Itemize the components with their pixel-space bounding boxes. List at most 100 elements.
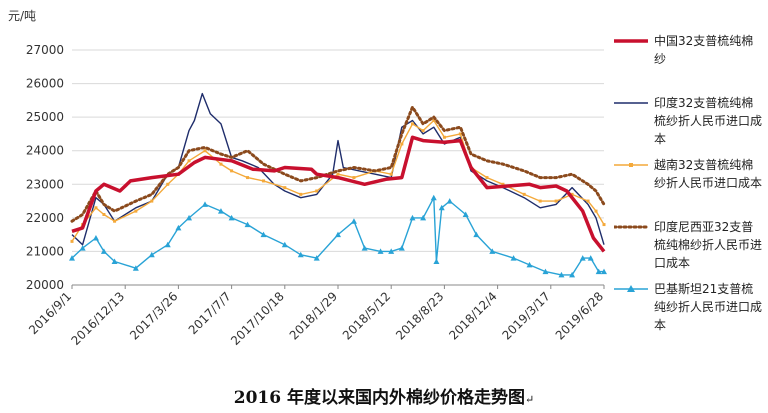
series-point-4 [558, 271, 565, 278]
legend-item-pakistan: 巴基斯坦21支普梳纯纱折人民币进口成本 [614, 280, 766, 342]
x-tick-label: 2017/3/26 [127, 289, 180, 342]
legend-swatch-vietnam [614, 163, 648, 167]
series-point-4 [244, 221, 251, 228]
series-point-4 [228, 214, 235, 221]
series-point-2 [501, 182, 505, 186]
series-point-4 [313, 255, 320, 261]
series-point-4 [69, 255, 75, 261]
legend-label-indonesia: 印度尼西亚32支普梳纯棉纱折人民币进口成本 [654, 220, 763, 270]
series-point-4 [164, 241, 171, 248]
legend-swatch-china [614, 39, 648, 43]
series-point-4 [281, 241, 288, 248]
legend-swatch-indonesia [614, 225, 650, 229]
series-point-4 [542, 268, 549, 275]
series-point-2 [230, 169, 234, 173]
series-point-4 [489, 248, 496, 254]
series-point-4 [569, 271, 576, 278]
x-tick-label: 2018/1/29 [287, 289, 340, 342]
legend-item-indonesia: 印度尼西亚32支普梳纯棉纱折人民币进口成本 [614, 218, 766, 280]
x-tick-label: 2016/12/13 [69, 289, 128, 348]
x-tick-label: 2019/6/28 [553, 289, 606, 342]
series-point-2 [70, 239, 74, 243]
series-point-4 [100, 248, 107, 254]
series-point-2 [586, 199, 590, 203]
series-point-4 [398, 245, 405, 251]
y-tick-label: 25000 [26, 110, 64, 124]
series-point-4 [260, 231, 267, 238]
x-tick-label: 2019/3/17 [500, 289, 553, 342]
legend-swatch-pakistan [614, 285, 648, 292]
legend-swatch-india [614, 102, 648, 104]
series-point-4 [526, 261, 533, 268]
series-point-2 [187, 159, 191, 163]
chart-caption: 2016 年度以来国内外棉纱价格走势图↵ [0, 383, 768, 408]
series-point-2 [432, 119, 436, 122]
series-line-2 [71, 119, 605, 242]
series-point-2 [442, 135, 446, 139]
series-point-2 [538, 199, 542, 203]
series-point-4 [175, 224, 182, 231]
series-point-4 [202, 201, 208, 207]
series-point-2 [102, 213, 106, 216]
series-point-4 [430, 194, 437, 201]
series-point-2 [246, 176, 250, 180]
y-tick-label: 27000 [26, 43, 64, 57]
y-axis-unit-label: 元/吨 [8, 9, 36, 23]
series-point-2 [166, 182, 170, 186]
y-tick-label: 23000 [26, 177, 64, 191]
series-point-2 [602, 223, 606, 227]
x-tick-label: 2018/12/4 [446, 289, 499, 342]
series-point-4 [350, 218, 357, 224]
series-point-2 [522, 192, 526, 196]
y-tick-label: 20000 [26, 278, 64, 292]
series-point-4 [79, 245, 86, 251]
series-point-2 [203, 149, 207, 153]
legend-item-china: 中国32支普梳纯棉纱 [614, 32, 766, 94]
y-gridlines [72, 49, 604, 286]
series-point-4 [148, 251, 155, 258]
legend-label-china: 中国32支普梳纯棉纱 [654, 34, 754, 66]
y-tick-labels: 20000 21000 22000 23000 24000 25000 26000 27000 [26, 43, 64, 292]
x-tick-label: 2017/10/18 [228, 289, 287, 348]
x-axis [71, 284, 605, 289]
series-point-4 [388, 248, 395, 254]
series-point-4 [217, 208, 224, 214]
legend-item-vietnam: 越南32支普梳纯棉纱折人民币进口成本 [614, 156, 766, 218]
series-point-4 [601, 268, 607, 275]
series-point-2 [150, 199, 154, 203]
series-point-4 [473, 231, 480, 238]
series-point-2 [485, 176, 489, 180]
series-point-4 [420, 214, 427, 221]
series-point-2 [352, 176, 356, 180]
series-point-4 [361, 245, 368, 251]
series-line-0 [71, 135, 606, 253]
series-point-2 [400, 142, 404, 146]
y-tick-label: 26000 [26, 77, 64, 91]
series-point-2 [134, 209, 138, 213]
series-point-2 [262, 179, 266, 183]
series-point-2 [570, 192, 574, 196]
y-tick-label: 24000 [26, 144, 64, 158]
series-point-2 [113, 219, 117, 223]
series-point-2 [283, 186, 287, 190]
series-point-4 [111, 258, 118, 264]
caption-return-mark: ↵ [525, 393, 535, 406]
series-point-2 [299, 192, 303, 196]
series-line-3 [70, 105, 606, 223]
y-tick-label: 21000 [26, 244, 64, 258]
series-point-4 [377, 248, 384, 254]
series-line-4 [71, 197, 604, 276]
series-point-2 [421, 129, 425, 133]
legend-label-vietnam: 越南32支普梳纯棉纱折人民币进口成本 [654, 158, 763, 190]
series-point-4 [409, 214, 416, 221]
x-tick-label: 2017/7/7 [186, 289, 234, 337]
series-point-2 [594, 209, 598, 213]
y-tick-label: 22000 [26, 211, 64, 225]
series-point-4 [438, 204, 445, 211]
series-point-4 [579, 255, 586, 261]
series-lines [69, 92, 607, 278]
series-point-2 [554, 199, 558, 203]
series-point-2 [219, 162, 223, 166]
series-point-4 [510, 255, 517, 261]
